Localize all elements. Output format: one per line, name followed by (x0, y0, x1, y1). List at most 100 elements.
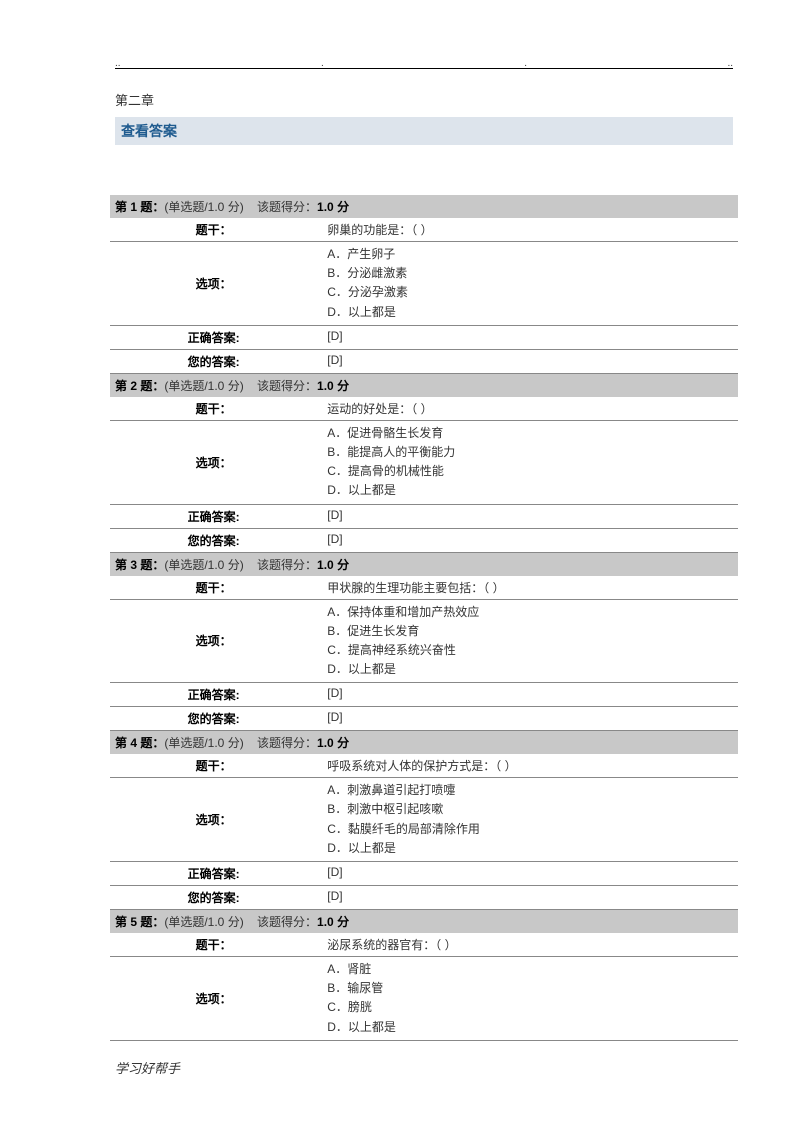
chapter-title: 第二章 (115, 90, 733, 109)
stem-content: 呼吸系统对人体的保护方式是：（ ） (317, 754, 738, 777)
option-item: C．提高神经系统兴奋性 (327, 641, 733, 660)
correct-answer-value: [D] (317, 505, 738, 528)
options-content: A．产生卵子B．分泌雌激素C．分泌孕激素D．以上都是 (317, 242, 738, 325)
question-header: 第 4 题：(单选题/1.0 分) 该题得分：1.0 分 (110, 731, 738, 754)
options-row: 选项：A．促进骨骼生长发育B．能提高人的平衡能力C．提高骨的机械性能D．以上都是 (110, 421, 738, 505)
option-item: D．以上都是 (327, 660, 733, 679)
correct-answer-label: 正确答案: (110, 683, 317, 706)
question-number-label: 第 1 题： (115, 200, 164, 214)
stem-label: 题干： (110, 933, 317, 956)
your-answer-label: 您的答案: (110, 707, 317, 730)
correct-answer-value: [D] (317, 326, 738, 349)
question-type: (单选题/1.0 分) (164, 379, 243, 393)
score-value: 1.0 分 (317, 379, 349, 393)
option-item: B．刺激中枢引起咳嗽 (327, 800, 733, 819)
options-label: 选项： (110, 600, 317, 683)
stem-row: 题干：甲状腺的生理功能主要包括：（ ） (110, 576, 738, 600)
options-label: 选项： (110, 778, 317, 861)
correct-answer-row: 正确答案:[D] (110, 862, 738, 886)
options-label: 选项： (110, 242, 317, 325)
correct-answer-row: 正确答案:[D] (110, 683, 738, 707)
options-label: 选项： (110, 957, 317, 1040)
questions-block: 第 1 题：(单选题/1.0 分) 该题得分：1.0 分题干：卵巢的功能是：（ … (110, 195, 738, 1041)
stem-content: 泌尿系统的器官有：（ ） (317, 933, 738, 956)
score-value: 1.0 分 (317, 558, 349, 572)
correct-answer-value: [D] (317, 862, 738, 885)
option-item: C．膀胱 (327, 998, 733, 1017)
options-label: 选项： (110, 421, 317, 504)
stem-row: 题干：卵巢的功能是：（ ） (110, 218, 738, 242)
your-answer-value: [D] (317, 529, 738, 552)
question-header: 第 2 题：(单选题/1.0 分) 该题得分：1.0 分 (110, 374, 738, 397)
score-prefix: 该题得分： (257, 379, 317, 393)
option-item: D．以上都是 (327, 303, 733, 322)
stem-content: 卵巢的功能是：（ ） (317, 218, 738, 241)
option-item: D．以上都是 (327, 481, 733, 500)
correct-answer-label: 正确答案: (110, 505, 317, 528)
stem-content: 运动的好处是：（ ） (317, 397, 738, 420)
correct-answer-row: 正确答案:[D] (110, 505, 738, 529)
page-container: ...... 第二章 查看答案 第 1 题：(单选题/1.0 分) 该题得分：1… (0, 0, 793, 1081)
question-number-label: 第 4 题： (115, 736, 164, 750)
your-answer-row: 您的答案:[D] (110, 350, 738, 374)
option-item: D．以上都是 (327, 1018, 733, 1037)
question-type: (单选题/1.0 分) (164, 200, 243, 214)
correct-answer-label: 正确答案: (110, 862, 317, 885)
options-row: 选项：A．保持体重和增加产热效应B．促进生长发育C．提高神经系统兴奋性D．以上都… (110, 600, 738, 684)
option-item: B．输尿管 (327, 979, 733, 998)
options-row: 选项：A．产生卵子B．分泌雌激素C．分泌孕激素D．以上都是 (110, 242, 738, 326)
correct-answer-row: 正确答案:[D] (110, 326, 738, 350)
question-number-label: 第 3 题： (115, 558, 164, 572)
question-type: (单选题/1.0 分) (164, 558, 243, 572)
option-item: C．黏膜纤毛的局部清除作用 (327, 820, 733, 839)
option-item: B．促进生长发育 (327, 622, 733, 641)
option-item: A．产生卵子 (327, 245, 733, 264)
options-content: A．保持体重和增加产热效应B．促进生长发育C．提高神经系统兴奋性D．以上都是 (317, 600, 738, 683)
score-value: 1.0 分 (317, 736, 349, 750)
stem-label: 题干： (110, 754, 317, 777)
header-line (115, 68, 733, 69)
question-type: (单选题/1.0 分) (164, 915, 243, 929)
options-content: A．刺激鼻道引起打喷嚏B．刺激中枢引起咳嗽C．黏膜纤毛的局部清除作用D．以上都是 (317, 778, 738, 861)
stem-content: 甲状腺的生理功能主要包括：（ ） (317, 576, 738, 599)
score-prefix: 该题得分： (257, 200, 317, 214)
options-row: 选项：A．肾脏B．输尿管C．膀胱D．以上都是 (110, 957, 738, 1041)
score-value: 1.0 分 (317, 915, 349, 929)
option-item: B．分泌雌激素 (327, 264, 733, 283)
option-item: A．促进骨骼生长发育 (327, 424, 733, 443)
score-prefix: 该题得分： (257, 736, 317, 750)
question-type: (单选题/1.0 分) (164, 736, 243, 750)
score-prefix: 该题得分： (257, 915, 317, 929)
your-answer-value: [D] (317, 886, 738, 909)
footer-text: 学习好帮手 (115, 1058, 180, 1077)
option-item: C．提高骨的机械性能 (327, 462, 733, 481)
option-item: C．分泌孕激素 (327, 283, 733, 302)
your-answer-row: 您的答案:[D] (110, 529, 738, 553)
stem-label: 题干： (110, 576, 317, 599)
your-answer-label: 您的答案: (110, 529, 317, 552)
correct-answer-value: [D] (317, 683, 738, 706)
your-answer-value: [D] (317, 350, 738, 373)
score-value: 1.0 分 (317, 200, 349, 214)
question-header: 第 1 题：(单选题/1.0 分) 该题得分：1.0 分 (110, 195, 738, 218)
score-prefix: 该题得分： (257, 558, 317, 572)
question-number-label: 第 5 题： (115, 915, 164, 929)
question-header: 第 5 题：(单选题/1.0 分) 该题得分：1.0 分 (110, 910, 738, 933)
question-header: 第 3 题：(单选题/1.0 分) 该题得分：1.0 分 (110, 553, 738, 576)
question-number-label: 第 2 题： (115, 379, 164, 393)
options-row: 选项：A．刺激鼻道引起打喷嚏B．刺激中枢引起咳嗽C．黏膜纤毛的局部清除作用D．以… (110, 778, 738, 862)
stem-row: 题干：运动的好处是：（ ） (110, 397, 738, 421)
option-item: A．刺激鼻道引起打喷嚏 (327, 781, 733, 800)
stem-label: 题干： (110, 397, 317, 420)
option-item: A．肾脏 (327, 960, 733, 979)
stem-row: 题干：泌尿系统的器官有：（ ） (110, 933, 738, 957)
your-answer-row: 您的答案:[D] (110, 707, 738, 731)
options-content: A．肾脏B．输尿管C．膀胱D．以上都是 (317, 957, 738, 1040)
correct-answer-label: 正确答案: (110, 326, 317, 349)
option-item: B．能提高人的平衡能力 (327, 443, 733, 462)
your-answer-value: [D] (317, 707, 738, 730)
options-content: A．促进骨骼生长发育B．能提高人的平衡能力C．提高骨的机械性能D．以上都是 (317, 421, 738, 504)
answer-header: 查看答案 (115, 117, 733, 145)
stem-row: 题干：呼吸系统对人体的保护方式是：（ ） (110, 754, 738, 778)
your-answer-label: 您的答案: (110, 886, 317, 909)
